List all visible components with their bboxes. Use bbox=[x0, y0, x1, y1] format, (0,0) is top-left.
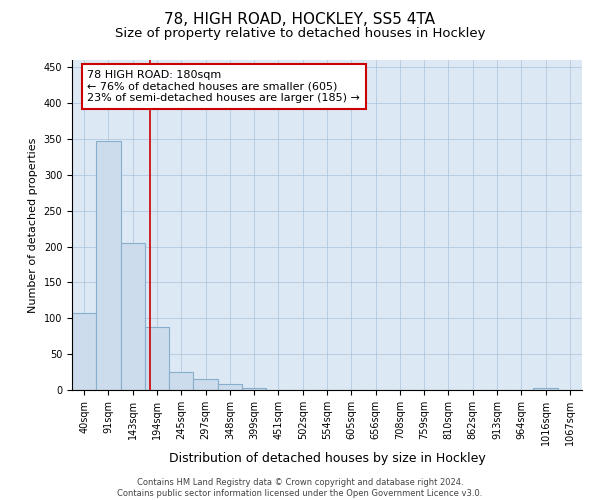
Text: 78, HIGH ROAD, HOCKLEY, SS5 4TA: 78, HIGH ROAD, HOCKLEY, SS5 4TA bbox=[164, 12, 436, 28]
X-axis label: Distribution of detached houses by size in Hockley: Distribution of detached houses by size … bbox=[169, 452, 485, 465]
Bar bbox=[121, 243, 145, 390]
Bar bbox=[145, 327, 169, 390]
Bar bbox=[96, 141, 121, 390]
Bar bbox=[72, 313, 96, 390]
Text: Contains HM Land Registry data © Crown copyright and database right 2024.
Contai: Contains HM Land Registry data © Crown c… bbox=[118, 478, 482, 498]
Bar bbox=[193, 379, 218, 390]
Bar bbox=[218, 384, 242, 390]
Text: 78 HIGH ROAD: 180sqm
← 76% of detached houses are smaller (605)
23% of semi-deta: 78 HIGH ROAD: 180sqm ← 76% of detached h… bbox=[88, 70, 360, 103]
Bar bbox=[533, 388, 558, 390]
Bar bbox=[169, 372, 193, 390]
Text: Size of property relative to detached houses in Hockley: Size of property relative to detached ho… bbox=[115, 28, 485, 40]
Bar bbox=[242, 388, 266, 390]
Y-axis label: Number of detached properties: Number of detached properties bbox=[28, 138, 38, 312]
